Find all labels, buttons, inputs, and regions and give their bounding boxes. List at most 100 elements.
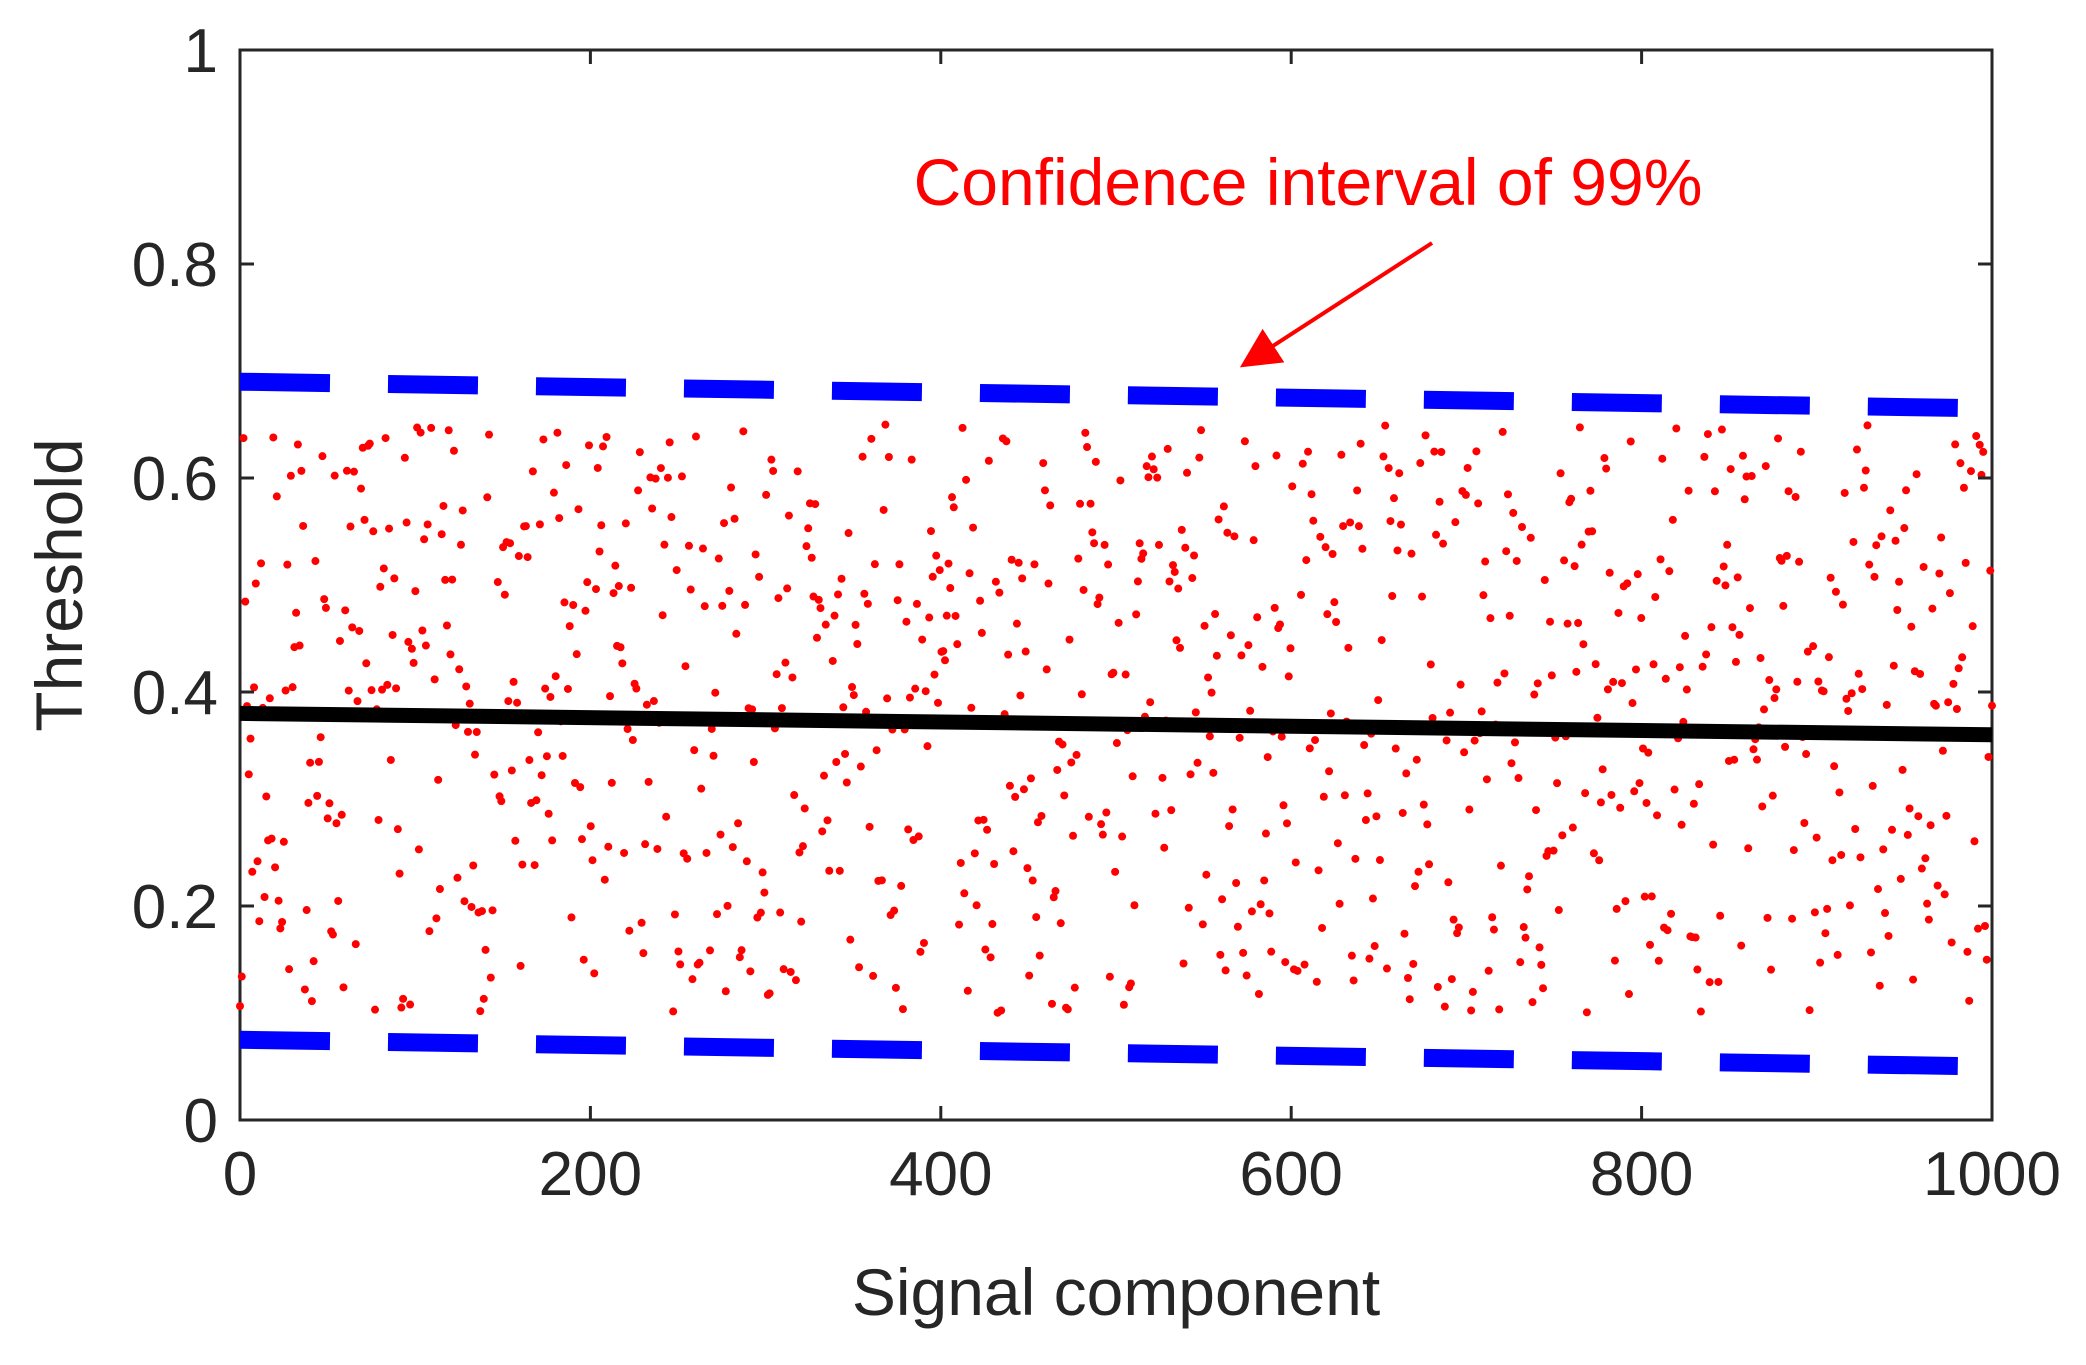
scatter-point bbox=[518, 860, 527, 869]
scatter-point bbox=[1588, 527, 1597, 536]
scatter-point bbox=[1568, 823, 1577, 832]
scatter-point bbox=[923, 742, 932, 751]
y-tick-label: 0.6 bbox=[132, 445, 218, 514]
scatter-point bbox=[1747, 472, 1756, 481]
scatter-point bbox=[1805, 1006, 1814, 1015]
scatter-point bbox=[956, 858, 965, 867]
scatter-point bbox=[1563, 619, 1572, 628]
scatter-point bbox=[539, 435, 548, 444]
scatter-point bbox=[897, 881, 906, 890]
scatter-point bbox=[1083, 443, 1092, 452]
scatter-point bbox=[718, 601, 727, 610]
scatter-point bbox=[1016, 691, 1025, 700]
scatter-point bbox=[1907, 622, 1916, 631]
scatter-point bbox=[1067, 758, 1076, 767]
scatter-point bbox=[1553, 779, 1562, 788]
scatter-point bbox=[1391, 744, 1400, 753]
scatter-point bbox=[1172, 636, 1181, 645]
scatter-point bbox=[1591, 660, 1600, 669]
scatter-point bbox=[1349, 976, 1358, 985]
scatter-point bbox=[453, 873, 462, 882]
scatter-point bbox=[1463, 463, 1472, 472]
scatter-point bbox=[1396, 520, 1405, 529]
scatter-point bbox=[1358, 544, 1367, 553]
scatter-point bbox=[423, 520, 432, 529]
scatter-point bbox=[634, 486, 643, 495]
scatter-point bbox=[1284, 672, 1293, 681]
scatter-point bbox=[1212, 651, 1221, 660]
scatter-point bbox=[1363, 789, 1372, 798]
scatter-point bbox=[306, 758, 315, 767]
scatter-point bbox=[1095, 593, 1104, 602]
scatter-point bbox=[1525, 872, 1534, 881]
scatter-point bbox=[856, 762, 865, 771]
scatter-point bbox=[1654, 956, 1663, 965]
scatter-point bbox=[1682, 685, 1691, 694]
scatter-point bbox=[439, 501, 448, 510]
scatter-point bbox=[1233, 922, 1242, 931]
scatter-point bbox=[1023, 864, 1032, 873]
scatter-point bbox=[751, 550, 760, 559]
scatter-point bbox=[830, 611, 839, 620]
scatter-point bbox=[1304, 447, 1313, 456]
scatter-point bbox=[1886, 506, 1895, 515]
scatter-point bbox=[1226, 631, 1235, 640]
scatter-point bbox=[507, 766, 516, 775]
scatter-point bbox=[1361, 816, 1370, 825]
scatter-point bbox=[1221, 966, 1230, 975]
scatter-point bbox=[535, 520, 544, 529]
scatter-point bbox=[965, 569, 974, 578]
scatter-point bbox=[1347, 951, 1356, 960]
scatter-point bbox=[257, 559, 266, 568]
scatter-point bbox=[286, 471, 295, 480]
scatter-point bbox=[1889, 661, 1898, 670]
scatter-point bbox=[795, 848, 804, 857]
scatter-point bbox=[563, 684, 572, 693]
scatter-point bbox=[1482, 775, 1491, 784]
scatter-point bbox=[1628, 699, 1637, 708]
scatter-point bbox=[1959, 483, 1968, 492]
scatter-point bbox=[323, 814, 332, 823]
scatter-point bbox=[1232, 878, 1241, 887]
scatter-point bbox=[1651, 592, 1660, 601]
scatter-point bbox=[967, 703, 976, 712]
scatter-point bbox=[1375, 856, 1384, 865]
scatter-point bbox=[374, 815, 383, 824]
scatter-point bbox=[593, 463, 602, 472]
scatter-point bbox=[465, 699, 474, 708]
scatter-point bbox=[1275, 620, 1284, 629]
scatter-point bbox=[741, 600, 750, 609]
scatter-point bbox=[1316, 532, 1325, 541]
scatter-point bbox=[1381, 421, 1390, 430]
scatter-point bbox=[1874, 885, 1883, 894]
scatter-point bbox=[1084, 812, 1093, 821]
scatter-point bbox=[1267, 947, 1276, 956]
scatter-point bbox=[1646, 940, 1655, 949]
scatter-point bbox=[386, 755, 395, 764]
scatter-point bbox=[1617, 679, 1626, 688]
scatter-point bbox=[1223, 528, 1232, 537]
scatter-point bbox=[1937, 533, 1946, 542]
scatter-point bbox=[434, 775, 443, 784]
scatter-point bbox=[1300, 960, 1309, 969]
scatter-point bbox=[239, 434, 248, 443]
scatter-point bbox=[1802, 750, 1811, 759]
scatter-point bbox=[841, 749, 850, 758]
scatter-point bbox=[667, 513, 676, 522]
scatter-point bbox=[1938, 746, 1947, 755]
scatter-point bbox=[883, 694, 892, 703]
scatter-point bbox=[467, 902, 476, 911]
scatter-point bbox=[737, 946, 746, 955]
scatter-point bbox=[1174, 584, 1183, 593]
scatter-point bbox=[1439, 539, 1448, 548]
scatter-point bbox=[569, 600, 578, 609]
scatter-point bbox=[1661, 674, 1670, 683]
scatter-point bbox=[1726, 465, 1735, 474]
scatter-point bbox=[686, 585, 695, 594]
scatter-point bbox=[983, 825, 992, 834]
scatter-point bbox=[313, 791, 322, 800]
scatter-point bbox=[1076, 499, 1085, 508]
scatter-point bbox=[541, 684, 550, 693]
scatter-point bbox=[397, 1003, 406, 1012]
scatter-point bbox=[525, 756, 534, 765]
